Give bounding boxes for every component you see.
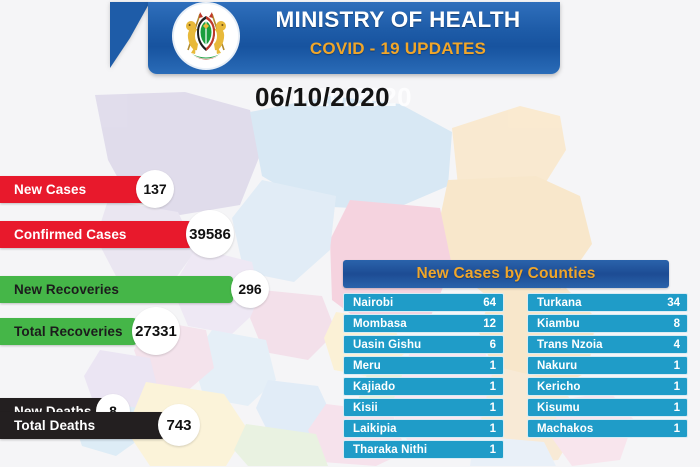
kenya-coat-of-arms-icon <box>174 4 238 68</box>
county-row: Mombasa 12 <box>343 314 504 333</box>
stat-value-bubble: 743 <box>158 404 200 446</box>
report-date: 06/10/2020 06/10/2020 <box>255 82 455 116</box>
counties-left-column: Nairobi 64 Mombasa 12 Uasin Gishu 6 Meru 1 Kajia… <box>343 293 504 461</box>
county-case-count: 1 <box>489 401 496 414</box>
county-row: Turkana 34 <box>527 293 688 312</box>
county-name: Kiambu <box>537 317 580 330</box>
county-case-count: 1 <box>673 422 680 435</box>
county-row: Tharaka Nithi 1 <box>343 440 504 459</box>
county-case-count: 4 <box>673 338 680 351</box>
county-case-count: 1 <box>489 359 496 372</box>
county-row: Trans Nzoia 4 <box>527 335 688 354</box>
stat-value-bubble: 27331 <box>132 307 180 355</box>
county-name: Tharaka Nithi <box>353 443 428 456</box>
county-name: Kajiado <box>353 380 396 393</box>
header-banner: MINISTRY OF HEALTH COVID - 19 UPDATES <box>110 2 560 74</box>
report-date-ghost: 06/10/2020 <box>277 82 413 112</box>
county-case-count: 1 <box>673 401 680 414</box>
counties-panel-header: New Cases by Counties <box>343 260 669 288</box>
stat-value-bubble: 39586 <box>186 210 234 258</box>
county-name: Nairobi <box>353 296 394 309</box>
county-name: Trans Nzoia <box>537 338 603 351</box>
stat-bar: New Cases <box>0 176 146 203</box>
county-case-count: 1 <box>489 443 496 456</box>
stat-bar: New Recoveries <box>0 276 233 303</box>
stat-label: New Recoveries <box>14 282 119 297</box>
county-row: Kisii 1 <box>343 398 504 417</box>
county-row: Laikipia 1 <box>343 419 504 438</box>
county-case-count: 64 <box>483 296 496 309</box>
county-name: Meru <box>353 359 381 372</box>
county-name: Nakuru <box>537 359 578 372</box>
stat-label: Confirmed Cases <box>14 227 127 242</box>
county-name: Kisumu <box>537 401 580 414</box>
county-row: Kericho 1 <box>527 377 688 396</box>
stat-value-bubble: 137 <box>136 170 174 208</box>
stat-row-confirmed-cases: Confirmed Cases 39586 <box>0 210 234 258</box>
county-name: Laikipia <box>353 422 397 435</box>
counties-panel-title: New Cases by Counties <box>416 265 596 282</box>
county-row: Kajiado 1 <box>343 377 504 396</box>
county-case-count: 8 <box>673 317 680 330</box>
report-date-text: 06/10/2020 <box>255 82 391 112</box>
banner-subtitle: COVID - 19 UPDATES <box>309 39 487 58</box>
county-row: Nairobi 64 <box>343 293 504 312</box>
county-case-count: 1 <box>489 380 496 393</box>
stat-label: Total Deaths <box>14 418 96 433</box>
county-row: Machakos 1 <box>527 419 688 438</box>
county-case-count: 12 <box>483 317 496 330</box>
county-name: Kericho <box>537 380 581 393</box>
stat-row-new-cases: New Cases 137 <box>0 170 174 208</box>
stat-bar: Total Deaths <box>0 412 165 439</box>
county-row: Nakuru 1 <box>527 356 688 375</box>
county-case-count: 1 <box>489 422 496 435</box>
county-row: Meru 1 <box>343 356 504 375</box>
stat-row-total-deaths: Total Deaths 743 <box>0 404 200 446</box>
county-row: Kisumu 1 <box>527 398 688 417</box>
county-name: Uasin Gishu <box>353 338 422 351</box>
stat-row-total-recoveries: Total Recoveries 27331 <box>0 307 180 355</box>
county-name: Kisii <box>353 401 378 414</box>
page-title: MINISTRY OF HEALTH <box>275 7 521 32</box>
county-name: Mombasa <box>353 317 407 330</box>
new-cases-by-counties-panel: New Cases by Counties Nairobi 64 Mombasa 12… <box>340 260 688 467</box>
county-row: Uasin Gishu 6 <box>343 335 504 354</box>
stat-bar: Total Recoveries <box>0 318 137 345</box>
stat-label: Total Recoveries <box>14 324 123 339</box>
county-row: Kiambu 8 <box>527 314 688 333</box>
county-name: Machakos <box>537 422 594 435</box>
stat-row-new-recoveries: New Recoveries 296 <box>0 270 269 308</box>
stat-value-bubble: 296 <box>231 270 269 308</box>
county-case-count: 1 <box>673 359 680 372</box>
stat-label: New Cases <box>14 182 87 197</box>
county-case-count: 34 <box>667 296 680 309</box>
county-case-count: 1 <box>673 380 680 393</box>
county-case-count: 6 <box>489 338 496 351</box>
banner-ribbon-tail <box>110 2 150 68</box>
county-name: Turkana <box>537 296 582 309</box>
stat-bar: Confirmed Cases <box>0 221 192 248</box>
counties-right-column: Turkana 34 Kiambu 8 Trans Nzoia 4 Nakuru 1 Keric… <box>527 293 688 440</box>
